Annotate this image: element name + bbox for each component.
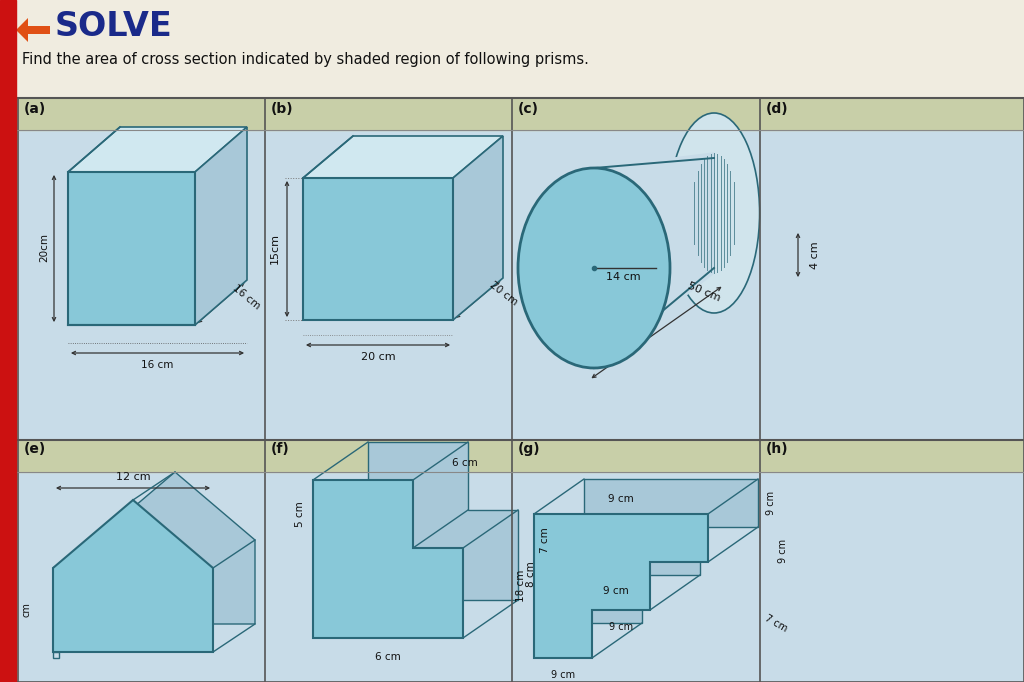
Text: 9 cm: 9 cm <box>609 622 633 632</box>
Text: 15cm: 15cm <box>270 233 280 265</box>
Text: (d): (d) <box>766 102 788 116</box>
Text: 9 cm: 9 cm <box>551 670 575 680</box>
Text: SOLVE: SOLVE <box>55 10 173 43</box>
Polygon shape <box>368 442 518 600</box>
Bar <box>18 100 265 440</box>
Text: 20 cm: 20 cm <box>488 280 519 308</box>
Ellipse shape <box>518 168 670 368</box>
Polygon shape <box>303 136 503 178</box>
Text: 6 cm: 6 cm <box>375 652 400 662</box>
Text: 12 cm: 12 cm <box>116 472 151 482</box>
Polygon shape <box>195 127 247 325</box>
Polygon shape <box>584 479 758 623</box>
Text: 7 cm: 7 cm <box>540 527 550 553</box>
Text: 18 cm: 18 cm <box>516 570 526 602</box>
Text: 20cm: 20cm <box>39 233 49 263</box>
Polygon shape <box>594 153 714 368</box>
Polygon shape <box>53 500 213 652</box>
Text: 16 cm: 16 cm <box>141 360 173 370</box>
Polygon shape <box>68 127 247 172</box>
Text: Find the area of cross section indicated by shaded region of following prisms.: Find the area of cross section indicated… <box>22 52 589 67</box>
Text: 20 cm: 20 cm <box>360 352 395 362</box>
Text: 9 cm: 9 cm <box>778 539 788 563</box>
Bar <box>18 440 265 682</box>
Text: 4 cm: 4 cm <box>810 241 820 269</box>
Bar <box>53 652 59 658</box>
Polygon shape <box>453 136 503 320</box>
Bar <box>512 440 760 682</box>
Bar <box>16 0 1024 98</box>
Polygon shape <box>534 514 708 658</box>
Bar <box>0 0 16 682</box>
Bar <box>265 100 512 440</box>
Polygon shape <box>303 178 453 320</box>
Bar <box>16 98 1024 130</box>
Polygon shape <box>68 172 195 325</box>
Text: cm: cm <box>22 603 31 617</box>
Text: 6 cm: 6 cm <box>453 458 478 468</box>
Text: (h): (h) <box>766 442 788 456</box>
Text: 9 cm: 9 cm <box>608 494 634 504</box>
Text: 8 cm: 8 cm <box>526 561 536 587</box>
Polygon shape <box>95 472 255 624</box>
Text: 50 cm: 50 cm <box>686 280 722 303</box>
Polygon shape <box>16 18 50 42</box>
Ellipse shape <box>669 113 760 313</box>
Bar <box>16 440 1024 472</box>
Text: (g): (g) <box>518 442 541 456</box>
Text: (b): (b) <box>271 102 294 116</box>
Text: 9 cm: 9 cm <box>603 586 629 596</box>
Text: 7 cm: 7 cm <box>763 613 790 634</box>
Bar <box>760 100 1024 440</box>
Text: 14 cm: 14 cm <box>606 272 641 282</box>
Text: (e): (e) <box>24 442 46 456</box>
Polygon shape <box>313 480 463 638</box>
Text: (a): (a) <box>24 102 46 116</box>
Bar <box>265 440 512 682</box>
Text: (f): (f) <box>271 442 290 456</box>
Bar <box>760 440 1024 682</box>
Bar <box>512 100 760 440</box>
Text: (c): (c) <box>518 102 539 116</box>
Text: 5 cm: 5 cm <box>295 501 305 527</box>
Text: 9 cm: 9 cm <box>766 491 776 515</box>
Text: 16 cm: 16 cm <box>231 283 262 311</box>
